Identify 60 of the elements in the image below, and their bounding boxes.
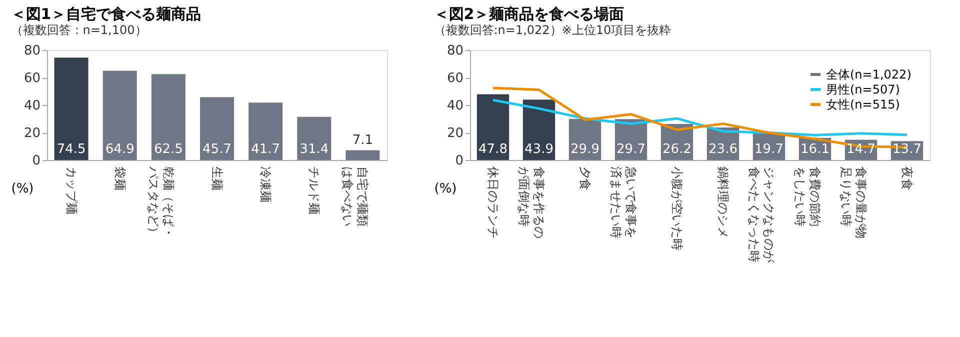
x-tick-label: 急いで食事を済ませたい時	[609, 166, 638, 238]
x-tick-label: 小腹が空いた時	[670, 166, 684, 250]
data-label: 13.7	[892, 142, 922, 157]
y-tick-label: 0	[455, 154, 464, 168]
chart-subtitle: （複数回答：n=1,100）	[10, 23, 147, 37]
data-label: 16.1	[800, 142, 830, 157]
data-label: 43.9	[524, 142, 554, 157]
bar	[200, 97, 234, 160]
data-label: 23.6	[708, 142, 738, 157]
x-tick-label: ジャンクなものが食べたくなった時	[747, 166, 776, 264]
data-label: 19.7	[754, 142, 784, 157]
data-label: 47.8	[478, 142, 508, 157]
data-label: 29.9	[570, 142, 600, 157]
legend-label: 男性(n=507)	[826, 82, 900, 96]
data-label: 62.5	[154, 142, 183, 157]
x-tick-label: 夜食	[900, 166, 914, 190]
x-tick-label: チルド麺	[307, 166, 322, 214]
chart-subtitle: （複数回答:n=1,022）※上位10項目を抜粋	[434, 23, 672, 37]
y-tick-label: 20	[24, 126, 40, 141]
y-tick-label: 20	[446, 126, 464, 141]
x-tick-label: 袋麺	[112, 166, 127, 190]
x-tick-label: 食事を作るのが面倒な時	[517, 166, 546, 238]
bar	[102, 70, 137, 160]
x-tick-label: 夕食	[578, 166, 592, 190]
x-tick-label: 生麺	[210, 166, 224, 190]
legend-label: 女性(n=515)	[826, 98, 900, 112]
chart-title: ＜図1＞自宅で食べる麺商品	[10, 5, 202, 23]
bar	[297, 116, 332, 160]
bar	[476, 94, 510, 160]
y-tick-label: 80	[446, 44, 464, 58]
x-tick-label: 食事の量が物足りない時	[839, 166, 868, 238]
data-label: 29.7	[616, 142, 646, 157]
x-tick-label: 冷凍麺	[258, 166, 273, 202]
y-tick-label: 60	[24, 71, 40, 86]
y-axis-title: (%)	[434, 182, 457, 196]
data-label: 64.9	[105, 142, 134, 157]
y-tick-label: 80	[24, 44, 40, 58]
data-label: 41.7	[251, 142, 280, 157]
data-label: 45.7	[202, 142, 232, 157]
x-tick-label: 休日のランチ	[486, 166, 500, 238]
bar	[151, 74, 186, 160]
x-tick-label: 自宅で麺類は食べない	[340, 166, 370, 226]
y-tick-label: 60	[446, 71, 464, 86]
bar	[346, 150, 380, 160]
x-tick-label: 食費の節約をしたい時	[793, 166, 822, 226]
legend-label: 全体(n=1,022)	[826, 68, 912, 82]
y-tick-label: 40	[24, 98, 40, 114]
data-label: 7.1	[352, 133, 374, 148]
y-tick-label: 40	[446, 98, 464, 114]
data-label: 26.2	[662, 142, 692, 157]
x-tick-label: カップ麺	[64, 166, 78, 214]
chart-title: ＜図2＞麺商品を食べる場面	[434, 5, 624, 23]
data-label: 31.4	[300, 142, 329, 157]
data-label: 74.5	[56, 142, 86, 157]
y-axis-title: (%)	[11, 182, 34, 196]
bar	[248, 102, 283, 160]
x-tick-label: 乾麺（そば・パスタなど）	[146, 166, 176, 238]
bar	[54, 58, 88, 160]
y-tick-label: 0	[32, 154, 40, 168]
x-tick-label: 鍋料理のシメ	[716, 166, 730, 238]
